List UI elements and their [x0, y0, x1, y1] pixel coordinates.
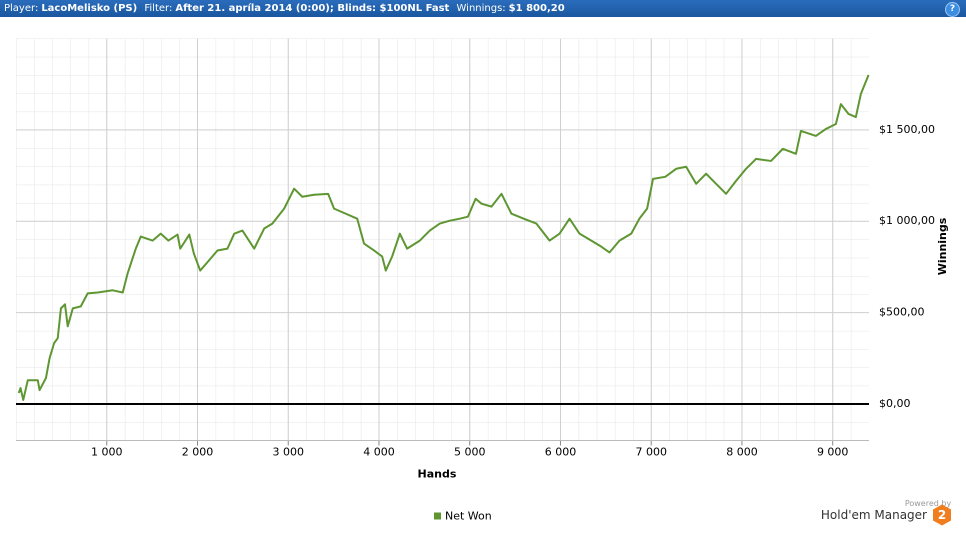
y-axis-title: Winnings — [936, 217, 949, 275]
chart: Hands Winnings Powered by Hold'em Manage… — [16, 38, 952, 526]
player: LacoMelisko (PS) — [41, 3, 138, 14]
player-label: Player: — [4, 3, 39, 14]
x-axis-title: Hands — [418, 468, 457, 481]
x-tick-label: 9 000 — [817, 446, 849, 459]
filter: After 21. apríla 2014 (0:00); Blinds: $1… — [175, 3, 450, 14]
brand: Hold'em Manager — [821, 508, 927, 522]
legend-label: Net Won — [445, 510, 492, 523]
y-tick-label: $1 500,00 — [879, 123, 935, 136]
y-tick-label: $500,00 — [879, 306, 925, 319]
filter-label: Filter: — [144, 3, 173, 14]
x-tick-label: 5 000 — [454, 446, 486, 459]
legend-swatch — [434, 512, 441, 520]
x-tick-label: 2 000 — [182, 446, 214, 459]
brand-badge — [933, 504, 951, 526]
winnings: $1 800,20 — [508, 3, 565, 14]
help-button[interactable]: ? — [945, 2, 960, 17]
x-tick-label: 6 000 — [545, 446, 577, 459]
x-tick-label: 8 000 — [726, 446, 758, 459]
plot-area — [16, 38, 869, 441]
winnings-label: Winnings: — [456, 3, 506, 14]
header-bar: Player: LacoMelisko (PS) Filter: After 21.… — [0, 0, 966, 17]
page: Player: LacoMelisko (PS) Filter: After 21.… — [0, 0, 966, 526]
x-tick-label: 7 000 — [635, 446, 667, 459]
y-tick-label: $0,00 — [879, 397, 911, 410]
y-tick-label: $1 000,00 — [879, 214, 935, 227]
brand-badge-text: 2 — [938, 508, 946, 522]
x-tick-label: 4 000 — [363, 446, 395, 459]
powered-by: Powered by — [905, 499, 952, 508]
x-tick-label: 1 000 — [91, 446, 123, 459]
series-line — [17, 74, 870, 401]
x-tick-label: 3 000 — [272, 446, 304, 459]
